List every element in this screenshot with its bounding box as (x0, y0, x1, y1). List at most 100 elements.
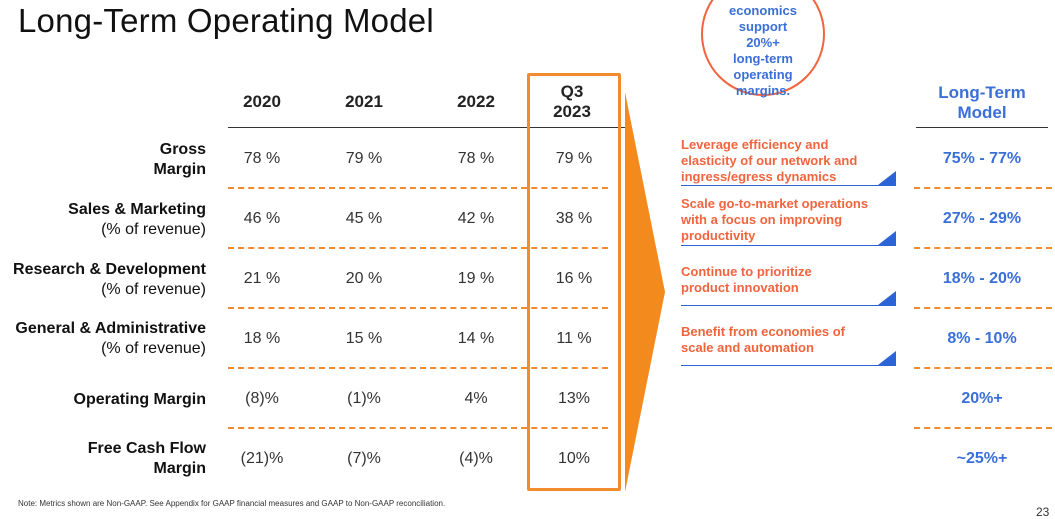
callout-line: operating (733, 67, 793, 82)
cell-rd-2022: 19 % (457, 270, 495, 287)
row-label-operating-margin: Operating Margin (74, 390, 206, 410)
ltm-gross-margin: 75% - 77% (942, 150, 1022, 167)
row-divider (228, 367, 608, 369)
cell-ga-2020: 18 % (243, 330, 281, 347)
ltm-general-administrative: 8% - 10% (947, 330, 1017, 347)
driver-gross-margin: Leverage efficiency and elasticity of ou… (681, 137, 896, 185)
row-label-sub: (% of revenue) (101, 221, 206, 238)
driver-line: productivity (681, 228, 756, 243)
ltm-divider (914, 247, 1052, 249)
ltm-divider (914, 367, 1052, 369)
cell-fcf-2020: (21)% (240, 450, 284, 467)
page-title: Long-Term Operating Model (18, 2, 434, 39)
driver-line: Benefit from economies of (681, 324, 845, 339)
row-label-text: General & Administrative (15, 320, 206, 337)
cell-fcf-q3: 10% (557, 450, 591, 467)
cell-om-2021: (1)% (347, 390, 381, 407)
triangle-marker-icon (878, 351, 896, 365)
ltm-header: Long-Term Model (916, 83, 1048, 123)
driver-line: with a focus on improving (681, 212, 843, 227)
cell-ga-2021: 15 % (345, 330, 383, 347)
ltm-divider (914, 307, 1052, 309)
driver-line: ingress/egress dynamics (681, 169, 837, 184)
row-divider (228, 307, 608, 309)
cell-sm-2021: 45 % (345, 210, 383, 227)
cell-fcf-2022: (4)% (459, 450, 493, 467)
driver-line: Leverage efficiency and (681, 137, 829, 152)
cell-rd-2021: 20 % (345, 270, 383, 287)
page-number: 23 (1036, 505, 1050, 519)
row-label-text: Margin (153, 161, 206, 178)
col-header-2020: 2020 (243, 92, 281, 111)
callout-line: 20%+ (746, 35, 780, 50)
q3-highlight-box (527, 73, 621, 491)
row-label-sub: (% of revenue) (101, 281, 206, 298)
ltm-fcf-margin: ~25%+ (956, 450, 1008, 467)
row-label-research-development: Research & Development (% of revenue) (13, 260, 206, 300)
driver-line: elasticity of our network and (681, 153, 858, 168)
cell-gross-2020: 78 % (243, 150, 281, 167)
triangle-marker-icon (878, 291, 896, 305)
header-rule (228, 127, 628, 128)
cell-om-2020: (8)% (245, 390, 279, 407)
footnote: Note: Metrics shown are Non-GAAP. See Ap… (18, 499, 446, 508)
driver-underline (681, 245, 896, 246)
cell-ga-2022: 14 % (457, 330, 495, 347)
callout-line: margins. (735, 83, 791, 98)
row-label-general-administrative: General & Administrative (% of revenue) (15, 319, 206, 359)
cell-ga-q3: 11 % (556, 330, 592, 347)
row-label-text: Sales & Marketing (68, 201, 206, 218)
cell-sm-2020: 46 % (243, 210, 281, 227)
callout-line: support (738, 19, 788, 34)
driver-line: Scale go-to-market operations (681, 196, 869, 211)
cell-om-2022: 4% (464, 390, 488, 407)
row-label-text: Research & Development (13, 261, 206, 278)
cell-rd-q3: 16 % (555, 270, 593, 287)
cell-rd-2020: 21 % (243, 270, 281, 287)
driver-underline (681, 185, 896, 186)
ltm-divider (914, 427, 1052, 429)
row-label-text: Margin (153, 460, 206, 477)
cell-sm-2022: 42 % (457, 210, 495, 227)
cell-gross-2021: 79 % (345, 150, 383, 167)
transition-arrow-icon (625, 92, 665, 492)
row-label-text: Free Cash Flow (87, 440, 206, 457)
driver-sales-marketing: Scale go-to-market operations with a foc… (681, 196, 896, 244)
callout-line: economics (729, 3, 797, 18)
ltm-header-line: Long-Term (938, 83, 1026, 102)
driver-line: Continue to prioritize (681, 264, 812, 279)
driver-underline (681, 305, 896, 306)
row-divider (228, 247, 608, 249)
row-label-gross-margin: Gross Margin (154, 140, 206, 180)
callout-line: long-term (733, 51, 793, 66)
cell-sm-q3: 38 % (555, 210, 593, 227)
callout-text: economics support 20%+ long-term operati… (706, 3, 820, 99)
row-divider (228, 187, 608, 189)
col-header-q3-2023: Q3 2023 (527, 82, 617, 122)
cell-om-q3: 13% (557, 390, 591, 407)
col-header-2022: 2022 (457, 92, 495, 111)
cell-gross-q3: 79 % (555, 150, 593, 167)
cell-fcf-2021: (7)% (347, 450, 381, 467)
col-header-2023: 2023 (553, 102, 591, 121)
row-label-sales-marketing: Sales & Marketing (% of revenue) (68, 200, 206, 240)
col-header-2021: 2021 (345, 92, 383, 111)
driver-line: scale and automation (681, 340, 814, 355)
row-label-fcf-margin: Free Cash Flow Margin (88, 439, 206, 479)
driver-research-development: Continue to prioritize product innovatio… (681, 264, 896, 296)
triangle-marker-icon (878, 231, 896, 245)
row-label-sub: (% of revenue) (101, 340, 206, 357)
ltm-operating-margin: 20%+ (961, 390, 1003, 407)
driver-line: product innovation (681, 280, 799, 295)
ltm-header-line: Model (957, 103, 1007, 122)
driver-general-administrative: Benefit from economies of scale and auto… (681, 324, 896, 356)
triangle-marker-icon (878, 171, 896, 185)
row-label-text: Gross (159, 141, 206, 158)
ltm-research-development: 18% - 20% (942, 270, 1022, 287)
row-divider (228, 427, 608, 429)
row-label-text: Operating Margin (73, 391, 206, 408)
ltm-divider (914, 187, 1052, 189)
ltm-header-rule (916, 127, 1048, 128)
ltm-sales-marketing: 27% - 29% (942, 210, 1022, 227)
col-header-q3: Q3 (560, 82, 584, 101)
